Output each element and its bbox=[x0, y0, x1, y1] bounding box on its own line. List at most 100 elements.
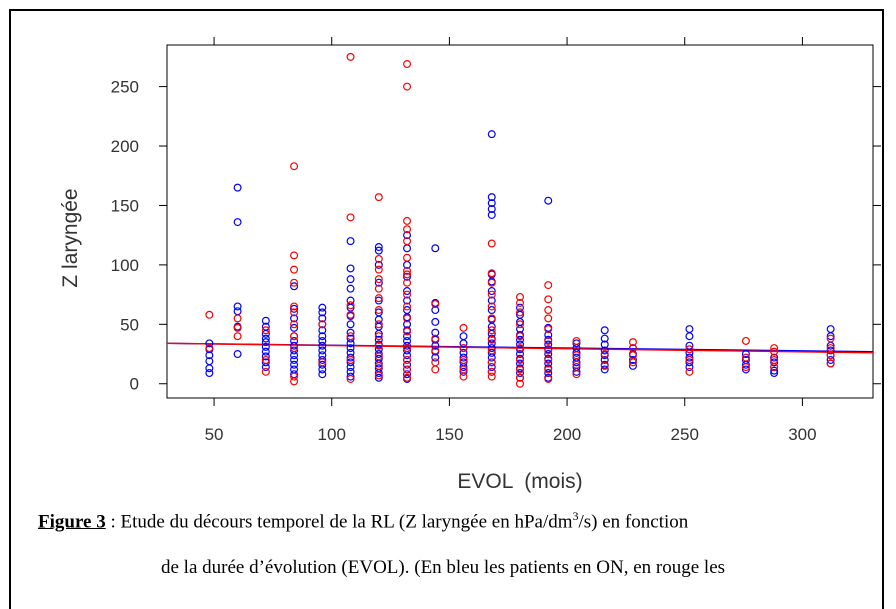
scatter-point bbox=[374, 320, 383, 329]
scatter-point bbox=[741, 353, 750, 362]
scatter-point bbox=[261, 326, 270, 335]
scatter-point bbox=[515, 292, 524, 301]
scatter-point bbox=[233, 323, 242, 332]
scatter-point bbox=[487, 346, 496, 355]
scatter-point bbox=[290, 355, 299, 364]
scatter-point bbox=[544, 314, 553, 323]
scatter-point bbox=[374, 335, 383, 344]
scatter-point bbox=[346, 374, 355, 383]
scatter-point bbox=[600, 355, 609, 364]
scatter-point bbox=[431, 365, 440, 374]
scatter-point bbox=[205, 369, 214, 378]
scatter-point bbox=[487, 306, 496, 315]
scatter-point bbox=[403, 344, 412, 353]
scatter-point bbox=[374, 294, 383, 303]
scatter-point bbox=[346, 301, 355, 310]
x-tick-label: 250 bbox=[671, 425, 699, 444]
scatter-point bbox=[515, 344, 524, 353]
scatter-point bbox=[346, 344, 355, 353]
scatter-point bbox=[374, 361, 383, 370]
scatter-point bbox=[459, 367, 468, 376]
scatter-point bbox=[515, 320, 524, 329]
scatter-point bbox=[374, 278, 383, 287]
scatter-point bbox=[685, 353, 694, 362]
scatter-point bbox=[374, 254, 383, 263]
scatter-point bbox=[544, 306, 553, 315]
scatter-point bbox=[290, 304, 299, 313]
scatter-point bbox=[318, 308, 327, 317]
scatter-point bbox=[487, 335, 496, 344]
scatter-point bbox=[487, 193, 496, 202]
scatter-point bbox=[431, 358, 440, 367]
scatter-point bbox=[403, 302, 412, 311]
scatter-point bbox=[459, 372, 468, 381]
scatter-point bbox=[403, 216, 412, 225]
scatter-point bbox=[515, 373, 524, 382]
scatter-point bbox=[770, 355, 779, 364]
scatter-point bbox=[431, 334, 440, 343]
scatter-point bbox=[572, 360, 581, 369]
scatter-point bbox=[487, 372, 496, 381]
scatter-point bbox=[741, 363, 750, 372]
figure-label: Figure 3 bbox=[38, 511, 106, 533]
scatter-point bbox=[403, 365, 412, 374]
scatter-point bbox=[826, 325, 835, 334]
scatter-point bbox=[346, 52, 355, 61]
scatter-point bbox=[741, 350, 750, 359]
scatter-point bbox=[403, 270, 412, 279]
scatter-point bbox=[290, 372, 299, 381]
scatter-point bbox=[346, 213, 355, 222]
scatter-point bbox=[628, 361, 637, 370]
scatter-point bbox=[318, 346, 327, 355]
scatter-point bbox=[261, 355, 270, 364]
scatter-point bbox=[544, 281, 553, 290]
scatter-point bbox=[685, 332, 694, 341]
scatter-point bbox=[374, 193, 383, 202]
scatter-point bbox=[346, 334, 355, 343]
scatter-point bbox=[515, 365, 524, 374]
scatter-point bbox=[487, 210, 496, 219]
scatter-point bbox=[261, 347, 270, 356]
scatter-point bbox=[628, 355, 637, 364]
scatter-point bbox=[487, 290, 496, 299]
scatter-point bbox=[544, 340, 553, 349]
scatter-point bbox=[403, 341, 412, 350]
scatter-point bbox=[374, 332, 383, 341]
scatter-point bbox=[290, 308, 299, 317]
scatter-point bbox=[431, 328, 440, 337]
caption-text-part-1: : Etude du décours temporel de la RL (Z … bbox=[105, 511, 573, 533]
scatter-point bbox=[233, 350, 242, 359]
scatter-point bbox=[515, 359, 524, 368]
scatter-point bbox=[572, 336, 581, 345]
scatter-point bbox=[403, 290, 412, 299]
scatter-point bbox=[374, 275, 383, 284]
scatter-point bbox=[290, 320, 299, 329]
scatter-point bbox=[374, 246, 383, 255]
scatter-point bbox=[515, 308, 524, 317]
scatter-point bbox=[290, 282, 299, 291]
scatter-point bbox=[403, 287, 412, 296]
scatter-point bbox=[290, 265, 299, 274]
scatter-point bbox=[374, 371, 383, 380]
scatter-point bbox=[233, 332, 242, 341]
scatter-point bbox=[770, 358, 779, 367]
scatter-point bbox=[487, 278, 496, 287]
scatter-point bbox=[374, 306, 383, 315]
scatter-point bbox=[487, 314, 496, 323]
scatter-point bbox=[600, 350, 609, 359]
scatter-point bbox=[628, 338, 637, 347]
x-tick-label: 150 bbox=[435, 425, 463, 444]
data-points bbox=[205, 52, 835, 388]
scatter-point bbox=[346, 372, 355, 381]
scatter-point bbox=[826, 359, 835, 368]
scatter-point bbox=[628, 344, 637, 353]
scatter-point bbox=[487, 358, 496, 367]
scatter-point bbox=[318, 303, 327, 312]
scatter-point bbox=[459, 353, 468, 362]
scatter-point bbox=[290, 251, 299, 260]
scatter-point bbox=[374, 260, 383, 269]
scatter-point bbox=[233, 314, 242, 323]
scatter-point bbox=[487, 205, 496, 214]
scatter-point bbox=[544, 346, 553, 355]
x-tick-label: 50 bbox=[205, 425, 224, 444]
